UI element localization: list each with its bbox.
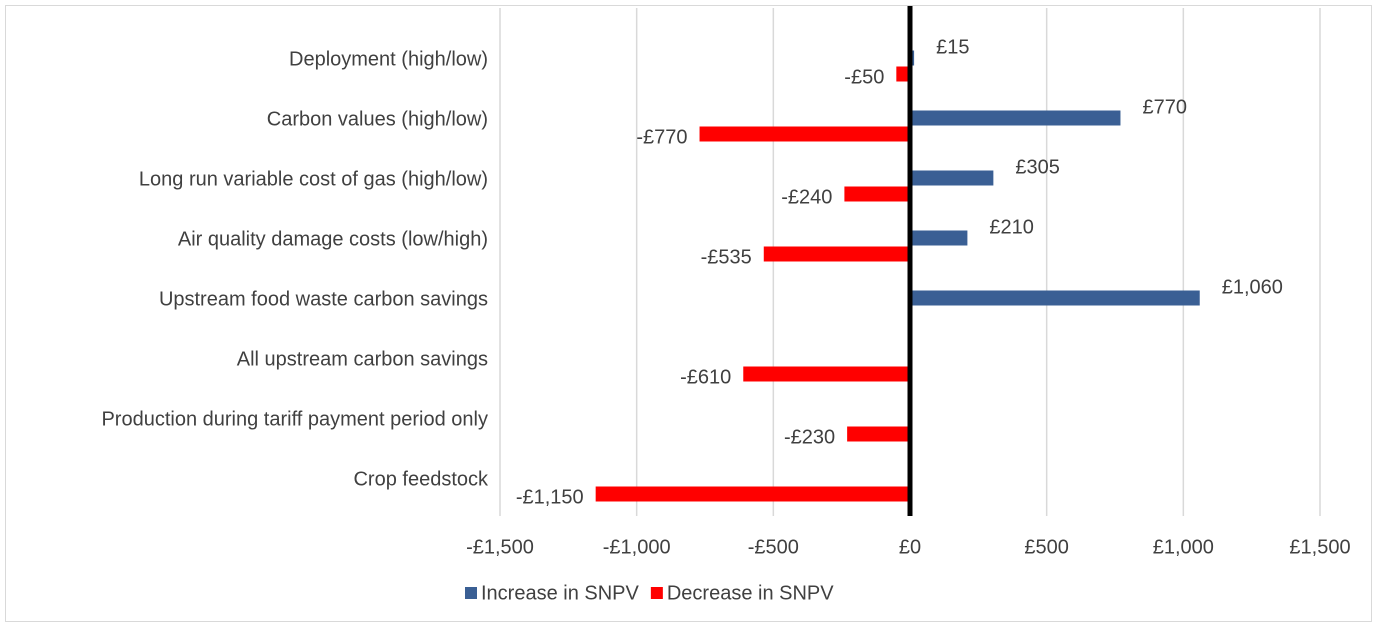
x-tick-label: -£1,000 xyxy=(603,536,671,558)
legend-label: Increase in SNPV xyxy=(481,582,640,604)
data-label: -£1,150 xyxy=(516,486,584,508)
bar xyxy=(910,290,1200,306)
y-tick-label: Carbon values (high/low) xyxy=(267,108,488,130)
legend-swatch xyxy=(650,587,663,599)
bar xyxy=(896,66,910,82)
x-tick-label: £1,000 xyxy=(1153,536,1214,558)
bar xyxy=(910,230,968,246)
bar xyxy=(743,366,910,382)
data-label: -£610 xyxy=(680,366,731,388)
bar xyxy=(763,246,910,262)
x-tick-label: £500 xyxy=(1024,536,1069,558)
bar xyxy=(847,426,910,442)
x-tick-label: -£1,500 xyxy=(466,536,534,558)
bar xyxy=(910,110,1121,126)
data-label: -£240 xyxy=(781,186,832,208)
chart-border xyxy=(5,5,1372,622)
y-tick-label: Crop feedstock xyxy=(353,468,489,490)
bar xyxy=(910,170,994,186)
y-tick-label: Production during tariff payment period … xyxy=(101,408,488,430)
y-tick-label: Upstream food waste carbon savings xyxy=(159,288,488,310)
data-label: -£535 xyxy=(701,246,752,268)
bar xyxy=(844,186,910,202)
data-label: -£50 xyxy=(844,66,884,88)
data-label: £770 xyxy=(1142,96,1187,118)
data-label: £1,060 xyxy=(1222,276,1283,298)
bar xyxy=(595,486,910,502)
x-tick-label: £1,500 xyxy=(1289,536,1350,558)
data-label: -£770 xyxy=(636,126,687,148)
y-tick-label: Long run variable cost of gas (high/low) xyxy=(139,168,488,190)
legend-label: Decrease in SNPV xyxy=(667,582,834,604)
data-label: £15 xyxy=(936,36,969,58)
x-tick-label: £0 xyxy=(899,536,921,558)
legend-swatch xyxy=(465,587,477,599)
bar xyxy=(699,126,910,142)
y-tick-label: All upstream carbon savings xyxy=(237,348,488,370)
data-label: £210 xyxy=(989,216,1034,238)
data-label: £305 xyxy=(1015,156,1060,178)
data-label: -£230 xyxy=(784,426,835,448)
y-tick-label: Air quality damage costs (low/high) xyxy=(178,228,488,250)
x-tick-label: -£500 xyxy=(748,536,799,558)
y-tick-label: Deployment (high/low) xyxy=(289,48,488,70)
